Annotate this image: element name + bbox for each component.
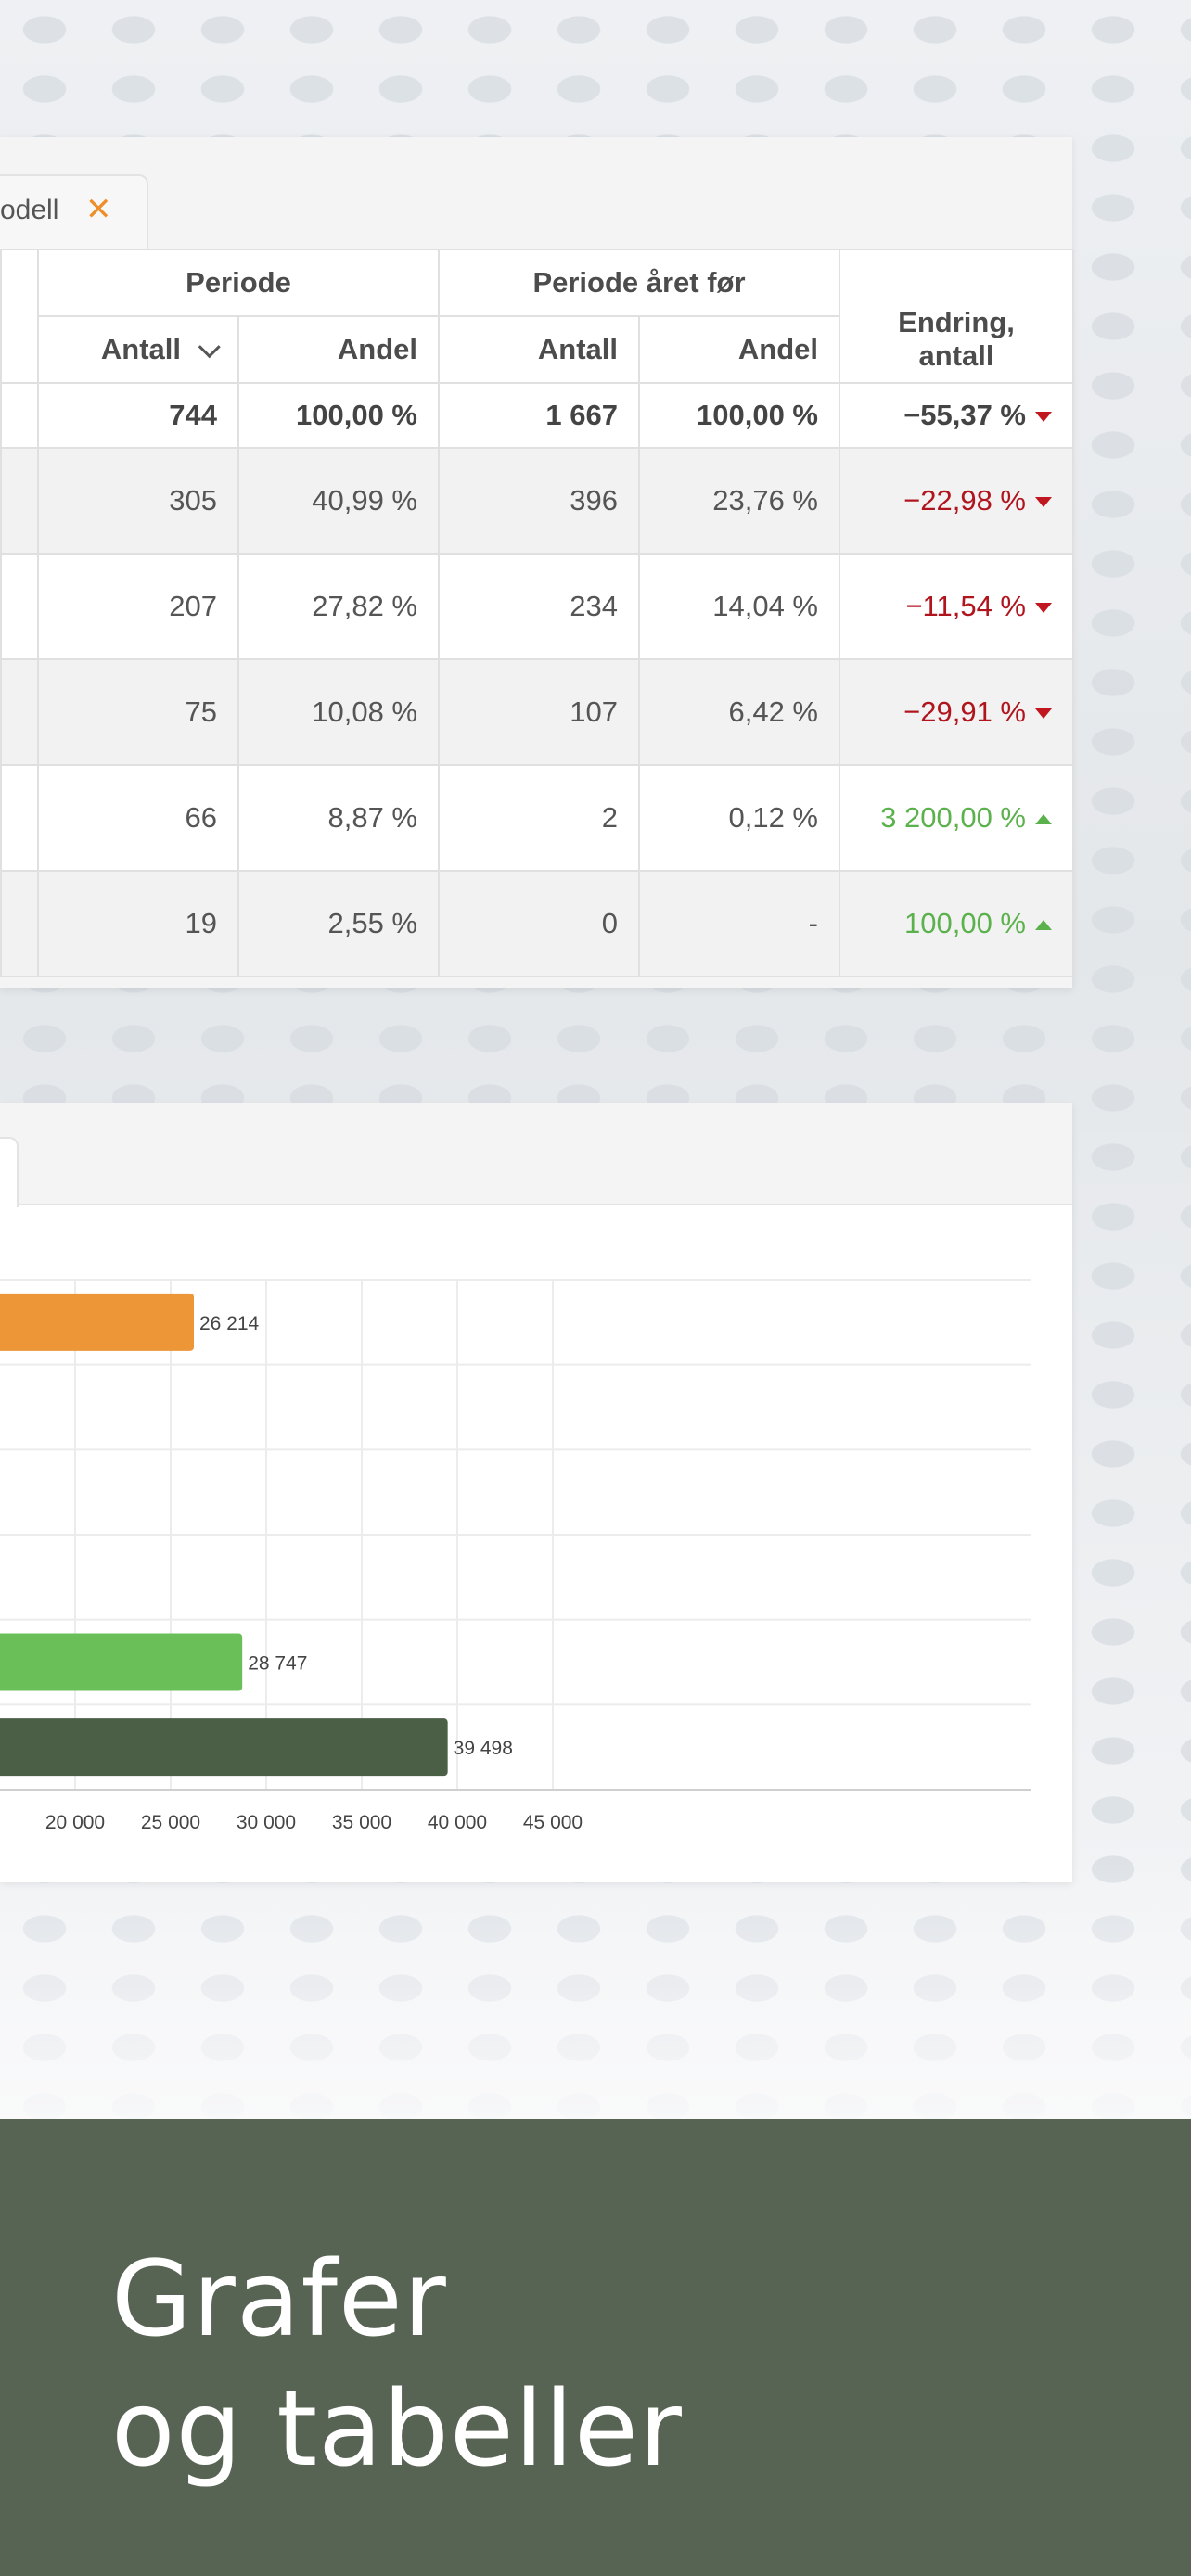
cell-andel: 2,55 % (237, 870, 440, 977)
cell-antall-prev: 0 (438, 870, 640, 977)
cell-antall: 744 (37, 382, 239, 449)
bar (0, 1718, 448, 1777)
header-endring-line2: antall (918, 339, 994, 372)
header-endring-antall: Endring, antall (839, 249, 1074, 384)
bar-data-label: 26 214 (199, 1313, 260, 1334)
cell-antall: 19 (37, 870, 239, 977)
cell-antall: 207 (37, 553, 239, 660)
x-tick-label: 25 000 (141, 1812, 200, 1833)
arrow-down-icon (1035, 412, 1052, 423)
change-value: 100,00 % (904, 907, 1026, 939)
data-table: Periode Periode året før Endring, antall… (0, 249, 1074, 977)
row-stub (0, 553, 39, 660)
cell-change: −11,54 % (839, 553, 1074, 660)
header-antall-label: Antall (100, 333, 181, 365)
cell-change: 100,00 % (839, 870, 1074, 977)
row-stub (0, 382, 39, 449)
change-value: −29,91 % (903, 695, 1026, 728)
bar-chart: 20 000 25 000 30 000 35 000 40 000 45 000 26 2… (0, 1279, 1031, 1833)
header-stub (0, 249, 39, 384)
header-group-periode-aret-for: Periode året før (438, 249, 840, 317)
x-tick-label: 20 000 (45, 1812, 105, 1833)
header-antall-prev: Antall (438, 315, 640, 384)
close-icon[interactable]: ✕ (85, 192, 112, 227)
row-stub (0, 447, 39, 555)
change-value: −22,98 % (903, 484, 1026, 516)
arrow-down-icon (1035, 603, 1052, 614)
cell-antall-prev: 2 (438, 764, 640, 872)
cell-andel-prev: 23,76 % (638, 447, 840, 555)
x-tick-label: 40 000 (428, 1812, 487, 1833)
bar-data-label: 28 747 (248, 1653, 307, 1675)
cell-andel-prev: - (638, 870, 840, 977)
bar (0, 1293, 195, 1351)
arrow-up-icon (1035, 920, 1052, 931)
cell-andel-prev: 0,12 % (638, 764, 840, 872)
cell-antall-prev: 1 667 (438, 382, 640, 449)
change-value: 3 200,00 % (880, 801, 1026, 834)
table-row[interactable]: 207 27,82 % 234 14,04 % −11,54 % (0, 553, 1074, 660)
cell-antall-prev: 396 (438, 447, 640, 555)
x-tick-label: 35 000 (332, 1812, 391, 1833)
row-stub (0, 658, 39, 766)
cell-andel-prev: 14,04 % (638, 553, 840, 660)
row-stub (0, 870, 39, 977)
cell-antall: 305 (37, 447, 239, 555)
footer-title-line2: og tabeller (111, 2369, 683, 2490)
cell-change: 3 200,00 % (839, 764, 1074, 872)
x-tick-label: 45 000 (523, 1812, 583, 1833)
header-endring-line1: Endring, (898, 306, 1015, 338)
arrow-down-icon (1035, 708, 1052, 720)
bar (0, 1633, 243, 1691)
header-antall-sortable[interactable]: Antall (37, 315, 239, 384)
cell-andel: 10,08 % (237, 658, 440, 766)
cell-andel-prev: 6,42 % (638, 658, 840, 766)
cell-change: −22,98 % (839, 447, 1074, 555)
header-andel-prev: Andel (638, 315, 840, 384)
cell-change: −29,91 % (839, 658, 1074, 766)
chart-panel: 20 000 25 000 30 000 35 000 40 000 45 000 26 2… (0, 1103, 1072, 1882)
cell-change: −55,37 % (839, 382, 1074, 449)
chart-tab[interactable] (0, 1137, 19, 1207)
total-row: 744 100,00 % 1 667 100,00 % −55,37 % (0, 382, 1074, 449)
bar-data-label: 39 498 (454, 1738, 513, 1759)
table-row[interactable]: 75 10,08 % 107 6,42 % −29,91 % (0, 658, 1074, 766)
cell-andel: 8,87 % (237, 764, 440, 872)
cell-andel: 100,00 % (237, 382, 440, 449)
arrow-up-icon (1035, 814, 1052, 825)
arrow-down-icon (1035, 497, 1052, 508)
row-stub (0, 764, 39, 872)
footer-title: Grafer og tabeller (111, 2235, 683, 2494)
cell-antall-prev: 107 (438, 658, 640, 766)
chart-tab-bar (0, 1103, 1072, 1207)
header-andel: Andel (237, 315, 440, 384)
change-value: −11,54 % (905, 590, 1026, 622)
cell-antall: 66 (37, 764, 239, 872)
table-row[interactable]: 305 40,99 % 396 23,76 % −22,98 % (0, 447, 1074, 555)
footer-title-line1: Grafer (111, 2239, 447, 2360)
tab-label: odell (0, 195, 59, 225)
cell-andel: 40,99 % (237, 447, 440, 555)
footer-banner: Grafer og tabeller (0, 2119, 1191, 2576)
cell-antall-prev: 234 (438, 553, 640, 660)
background-fade (0, 1855, 1191, 2119)
cell-andel-prev: 100,00 % (638, 382, 840, 449)
header-group-periode: Periode (37, 249, 440, 317)
table-panel: odell ✕ Periode Periode året før Endring… (0, 137, 1074, 1126)
chevron-down-icon[interactable] (198, 336, 221, 359)
table-row[interactable]: 19 2,55 % 0 - 100,00 % (0, 870, 1074, 977)
x-tick-label: 30 000 (237, 1812, 296, 1833)
table-row[interactable]: 66 8,87 % 2 0,12 % 3 200,00 % (0, 764, 1074, 872)
cell-antall: 75 (37, 658, 239, 766)
change-value: −55,37 % (903, 399, 1026, 431)
cell-andel: 27,82 % (237, 553, 440, 660)
tab-model[interactable]: odell ✕ (0, 174, 148, 249)
